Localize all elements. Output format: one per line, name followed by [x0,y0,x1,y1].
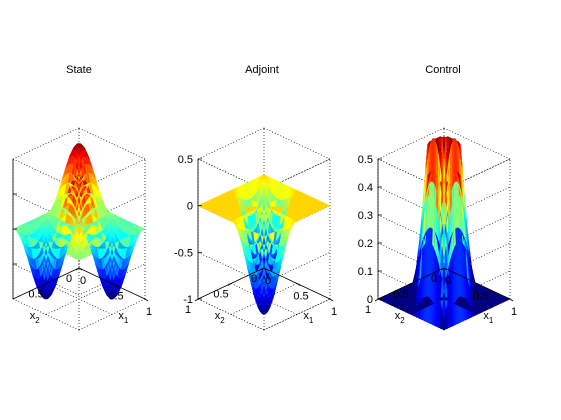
subplot-state: State 0 0.5 1 0 0.5 x1 x2 [12,64,152,331]
z-tick-label: 0.2 [358,238,373,250]
surface [197,174,331,315]
x1-tick-label: 0.5 [473,291,488,303]
subplot-title: State [66,64,92,76]
x1-tick-label: 1 [331,306,337,318]
axes-lines [374,158,514,302]
z-tick-label: 0 [187,201,193,213]
z-tick-label: 0.5 [178,154,193,166]
x1-axis-label: x1 [118,310,129,325]
x2-tick-label: 1 [185,304,191,316]
x2-tick-label: 0 [251,273,257,285]
x1-tick-label: 0.5 [293,291,308,303]
x1-tick-label: 0 [445,275,451,287]
x2-tick-label: 0.5 [213,289,228,301]
surface [377,136,511,331]
x2-tick-label: 1 [365,304,371,316]
x2-axis-label: x2 [215,310,226,325]
z-tick-label: 0.4 [358,182,373,194]
x1-axis-label: x1 [483,310,494,325]
subplot-title: Adjoint [245,64,279,76]
axes-lines [12,159,149,302]
surface [12,143,146,300]
subplot-title: Control [425,64,460,76]
x1-tick-label: 0 [80,275,86,287]
x1-tick-label: 1 [511,306,517,318]
z-tick-label: -0.5 [174,247,193,259]
x1-tick-label: 0.5 [108,291,123,303]
x2-tick-label: 0 [66,273,72,285]
x1-tick-label: 0 [265,275,271,287]
x1-tick-label: 1 [146,306,152,318]
x2-tick-label: 0.5 [393,289,408,301]
x2-tick-label: 0.5 [28,289,43,301]
z-tick-label: 0.3 [358,210,373,222]
z-tick-label: 0.1 [358,266,373,278]
x2-tick-label: 0 [431,273,437,285]
x1-axis-label: x1 [303,310,314,325]
x2-axis-label: x2 [395,310,406,325]
z-tick-label: 0 [367,294,373,306]
x2-axis-label: x2 [30,310,41,325]
z-tick-label: 0.5 [358,154,373,166]
axes-lines [194,158,334,302]
z-tick-label: -1 [183,294,193,306]
